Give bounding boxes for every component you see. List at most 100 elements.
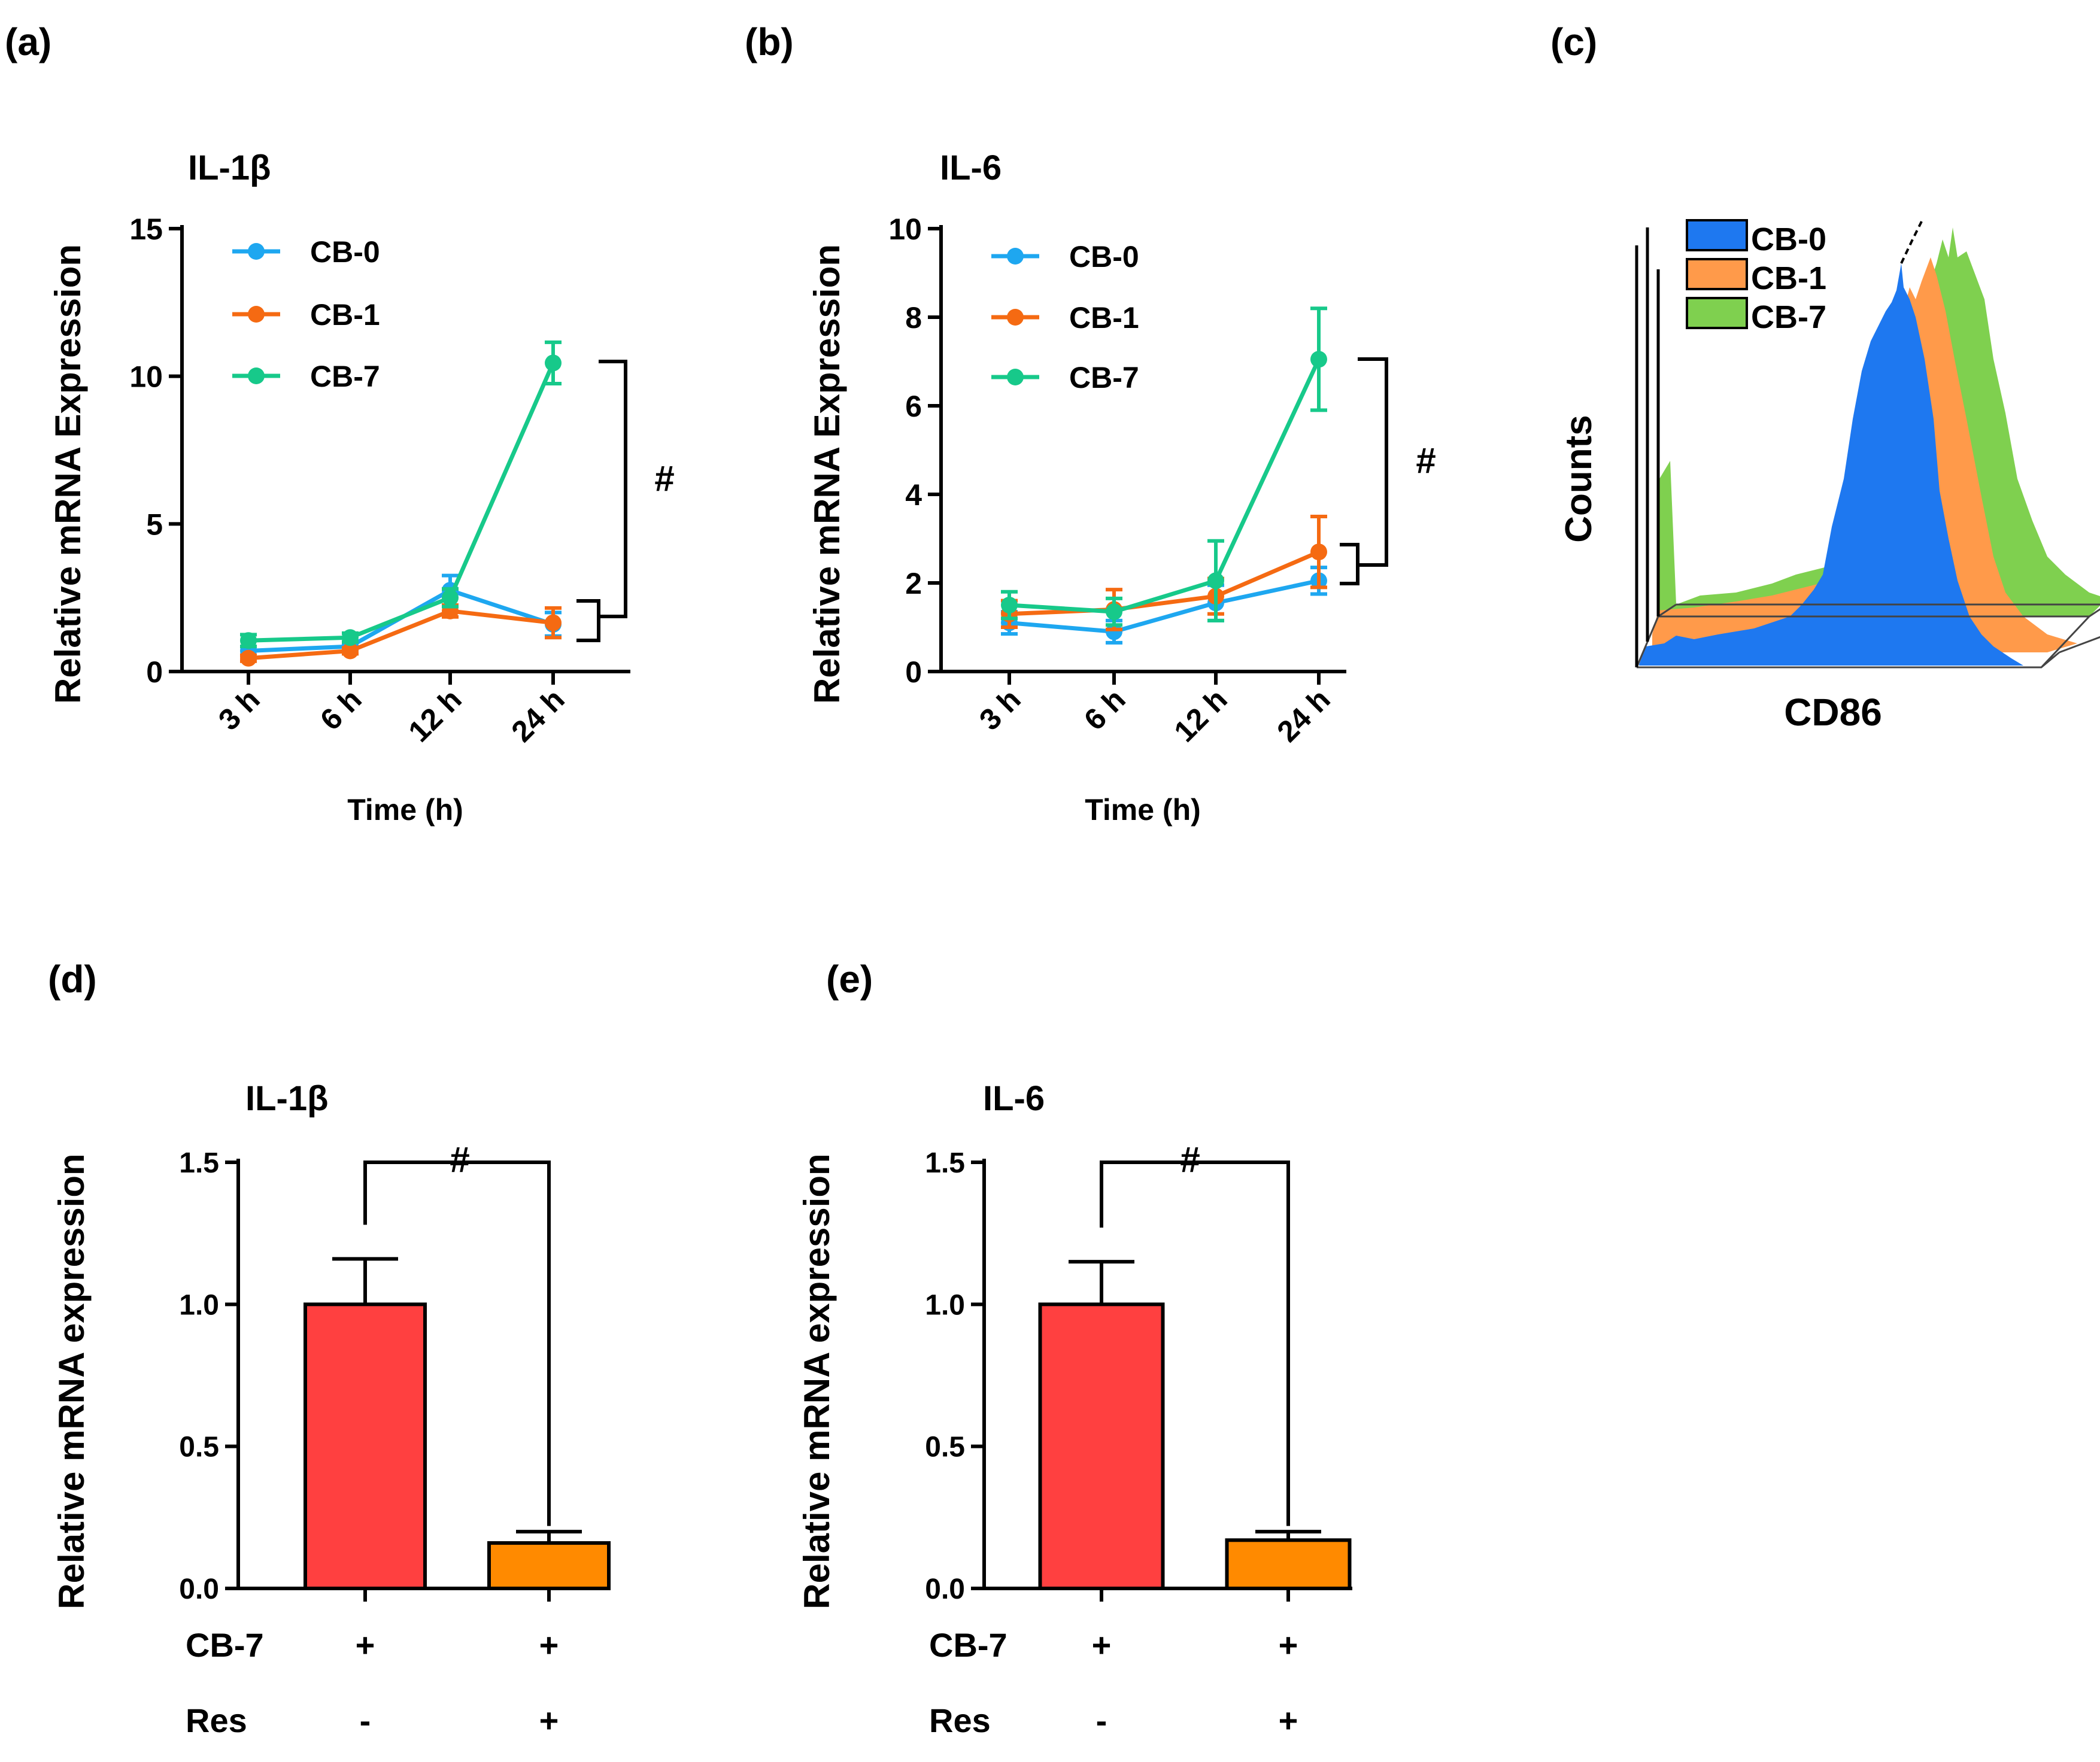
legend-label-cb-7: CB-7 xyxy=(310,360,380,393)
legend-label-cb-0: CB-0 xyxy=(1751,221,1826,257)
error-bar xyxy=(516,1530,582,1544)
y-tick-label-e: 1.0 xyxy=(925,1289,965,1321)
error-bar xyxy=(332,1257,398,1305)
histogram-offset-axes xyxy=(1635,227,1660,667)
legend-label-cb-7: CB-7 xyxy=(1751,299,1826,335)
y-tick-label-b: 6 xyxy=(905,390,922,423)
legend-swatch-cb-1 xyxy=(1686,258,1748,290)
significance-bracket xyxy=(1358,357,1388,567)
bar-d-1 xyxy=(487,1541,611,1590)
condition-mark: - xyxy=(1096,1702,1107,1739)
legend-label-cb-0: CB-0 xyxy=(310,235,380,269)
chart-title-b: IL-6 xyxy=(940,148,1002,187)
significance-bracket-inner xyxy=(1340,543,1359,585)
legend-marker-cb-1 xyxy=(1007,309,1024,326)
data-point-cb-7 xyxy=(442,589,459,606)
panel-label-e: (e) xyxy=(826,958,873,1001)
y-tick-label-d: 1.5 xyxy=(179,1147,219,1179)
x-tick-label-b: 6 h xyxy=(1078,682,1132,737)
y-tick-label-b: 8 xyxy=(905,301,922,335)
condition-mark: + xyxy=(539,1626,559,1664)
y-tick-label-b: 0 xyxy=(905,655,922,689)
series-line-cb-1 xyxy=(248,609,554,661)
significance-mark: # xyxy=(654,458,674,499)
x-axis-title-b: Time (h) xyxy=(1085,793,1201,827)
y-tick-label-a: 0 xyxy=(146,655,163,689)
data-point-cb-1 xyxy=(545,614,562,631)
y-tick-label-d: 0.5 xyxy=(179,1432,219,1463)
y-axis-title-d: Relative mRNA expression xyxy=(51,1153,92,1609)
legend-swatch-cb-7 xyxy=(1686,297,1748,329)
panel-label-d: (d) xyxy=(48,958,97,1001)
condition-mark: + xyxy=(1279,1702,1298,1739)
condition-mark: + xyxy=(1279,1626,1298,1664)
y-tick-label-b: 2 xyxy=(905,567,922,600)
data-point-cb-1 xyxy=(342,642,359,660)
data-point-cb-7 xyxy=(1207,572,1224,590)
series-line-cb-0 xyxy=(248,588,554,653)
y-tick-label-a: 10 xyxy=(129,360,163,394)
significance-bracket-inner xyxy=(576,599,600,642)
legend-marker-cb-7 xyxy=(1007,369,1024,385)
legend-label-cb-1: CB-1 xyxy=(1069,301,1139,335)
significance-mark: # xyxy=(450,1140,469,1180)
condition-label-cb-7: CB-7 xyxy=(929,1626,1007,1664)
significance-mark: # xyxy=(1180,1140,1200,1180)
error-bar xyxy=(1255,1530,1321,1541)
legend-label-cb-1: CB-1 xyxy=(1751,260,1826,296)
legend-marker-cb-0 xyxy=(248,243,265,260)
y-axis-title-e: Relative mRNA expression xyxy=(797,1153,837,1609)
x-axis-title-c: CD86 xyxy=(1784,691,1882,734)
data-point-cb-7 xyxy=(240,632,257,649)
error-bar xyxy=(1069,1260,1134,1305)
chart-title-e: IL-6 xyxy=(983,1079,1045,1118)
legend-swatch-cb-0 xyxy=(1686,219,1748,251)
bar-e-1 xyxy=(1225,1538,1352,1590)
chart-title-d: IL-1β xyxy=(245,1079,329,1118)
legend-label-cb-7: CB-7 xyxy=(1069,361,1139,394)
x-tick-label-a: 3 h xyxy=(212,682,266,737)
y-tick-label-a: 15 xyxy=(129,212,163,246)
series-line-cb-7 xyxy=(1009,358,1321,614)
significance-bracket xyxy=(1100,1161,1290,1526)
series-line-cb-1 xyxy=(1009,549,1320,616)
data-point-cb-0 xyxy=(1106,623,1122,640)
chart-title-a: IL-1β xyxy=(188,148,271,187)
x-tick-label-a: 12 h xyxy=(402,682,468,748)
y-tick-label-b: 10 xyxy=(888,212,922,246)
y-axis-title-c: Counts xyxy=(1558,415,1600,543)
x-tick-label-a: 6 h xyxy=(314,682,368,737)
y-axis-title-a: Relative mRNA Expression xyxy=(48,244,88,704)
data-point-cb-1 xyxy=(1310,543,1327,561)
histogram-cb-0 xyxy=(1639,263,2023,666)
condition-label-res: Res xyxy=(929,1702,991,1739)
condition-mark: + xyxy=(356,1626,375,1664)
legend-marker-cb-7 xyxy=(248,367,265,384)
x-tick-label-b: 12 h xyxy=(1167,682,1233,748)
legend-marker-cb-0 xyxy=(1007,248,1024,265)
legend-marker-cb-1 xyxy=(248,306,265,323)
x-tick-label-a: 24 h xyxy=(505,682,570,748)
panel-label-b: (b) xyxy=(745,20,794,63)
condition-mark: - xyxy=(360,1702,371,1739)
condition-mark: + xyxy=(1092,1626,1112,1664)
condition-label-cb-7: CB-7 xyxy=(186,1626,264,1664)
legend-label-cb-0: CB-0 xyxy=(1069,240,1139,274)
y-axis-title-b: Relative mRNA Expression xyxy=(807,244,847,704)
significance-bracket xyxy=(363,1161,551,1526)
histogram-cb-7 xyxy=(1658,227,2100,616)
legend-label-cb-1: CB-1 xyxy=(310,298,380,332)
data-point-cb-7 xyxy=(342,629,359,646)
series-line-cb-7 xyxy=(248,362,556,643)
histogram-floor-lines xyxy=(1635,603,2100,669)
data-point-cb-7 xyxy=(545,354,562,372)
series-line-cb-0 xyxy=(1009,578,1319,634)
y-tick-label-d: 1.0 xyxy=(179,1289,219,1321)
panel-label-c: (c) xyxy=(1550,20,1597,63)
significance-bracket xyxy=(599,360,627,618)
data-point-cb-1 xyxy=(240,649,257,667)
data-point-cb-7 xyxy=(1310,351,1327,368)
bar-d-0 xyxy=(304,1302,427,1590)
x-tick-label-b: 24 h xyxy=(1270,682,1336,748)
